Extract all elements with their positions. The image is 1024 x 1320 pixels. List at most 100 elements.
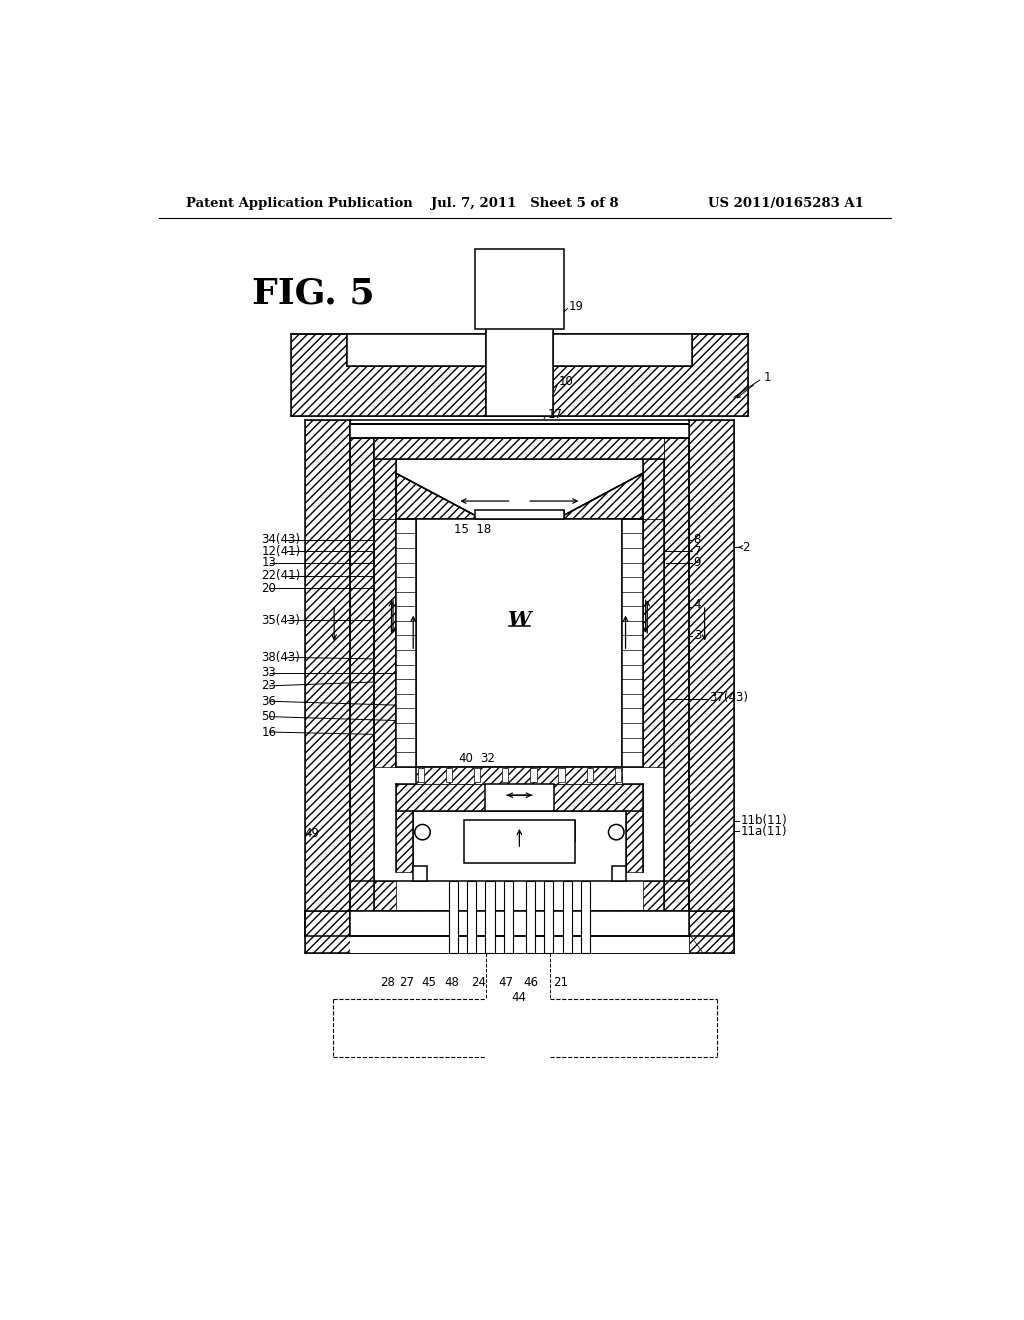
Text: 11a(11): 11a(11) <box>740 825 786 838</box>
Bar <box>474 768 480 781</box>
Bar <box>643 519 665 767</box>
Bar <box>530 768 537 781</box>
Bar <box>525 882 535 953</box>
Text: 48: 48 <box>444 975 460 989</box>
Text: 24: 24 <box>472 975 486 989</box>
Text: 33: 33 <box>261 667 276 680</box>
Polygon shape <box>396 474 481 519</box>
Bar <box>486 275 553 416</box>
Bar <box>349 911 689 953</box>
Bar <box>396 784 643 810</box>
Text: 37(43): 37(43) <box>710 690 749 704</box>
Bar <box>305 911 349 953</box>
Text: 49: 49 <box>305 828 319 841</box>
Bar <box>502 768 508 781</box>
Text: 4: 4 <box>693 598 701 611</box>
Text: 27: 27 <box>399 975 415 989</box>
Bar <box>349 424 375 936</box>
Text: 3: 3 <box>693 630 701 643</box>
Bar <box>485 882 495 953</box>
Bar <box>475 249 563 329</box>
Text: 17: 17 <box>547 408 562 421</box>
Text: 20: 20 <box>261 582 276 594</box>
Bar <box>464 820 575 841</box>
Bar <box>481 474 557 519</box>
Text: 45: 45 <box>421 975 436 989</box>
Text: W: W <box>508 610 531 630</box>
Text: 50: 50 <box>261 710 276 723</box>
Bar <box>417 767 623 784</box>
Bar <box>623 519 643 767</box>
Bar <box>417 519 623 767</box>
Text: 38(43): 38(43) <box>261 651 300 664</box>
Bar <box>349 420 689 936</box>
Text: 12(41): 12(41) <box>261 545 301 557</box>
Bar <box>396 810 414 873</box>
Text: 34(43): 34(43) <box>261 533 300 546</box>
Bar <box>375 438 665 519</box>
Bar <box>544 882 554 953</box>
Bar <box>475 510 563 519</box>
Bar <box>346 334 692 367</box>
Polygon shape <box>557 474 643 519</box>
Text: 28: 28 <box>380 975 395 989</box>
Text: 23: 23 <box>261 680 276 693</box>
Text: 47: 47 <box>498 975 513 989</box>
Bar <box>375 519 396 767</box>
Text: 36: 36 <box>261 694 276 708</box>
Bar <box>291 334 748 416</box>
Text: 13: 13 <box>261 556 276 569</box>
Bar <box>396 474 481 519</box>
Text: 15  18: 15 18 <box>454 523 490 536</box>
Text: 16: 16 <box>261 726 276 739</box>
Text: 35(43): 35(43) <box>261 614 300 627</box>
Bar <box>375 438 665 459</box>
Bar <box>581 882 590 953</box>
Bar <box>414 866 427 882</box>
Text: Patent Application Publication: Patent Application Publication <box>186 197 413 210</box>
Bar <box>484 784 554 810</box>
Bar <box>349 424 689 438</box>
Bar <box>418 768 424 781</box>
Bar <box>643 438 665 519</box>
Bar <box>305 420 349 936</box>
Bar <box>349 911 689 953</box>
Bar <box>557 474 643 519</box>
Text: 8: 8 <box>693 533 701 546</box>
Text: 46: 46 <box>523 975 539 989</box>
Bar <box>563 882 572 953</box>
Circle shape <box>415 825 430 840</box>
Bar <box>375 438 396 519</box>
Text: 1: 1 <box>764 371 771 384</box>
Bar <box>614 768 621 781</box>
Circle shape <box>608 825 624 840</box>
Bar <box>643 882 665 911</box>
Bar <box>346 334 692 367</box>
Bar <box>396 519 417 767</box>
Bar <box>558 768 564 781</box>
Text: US 2011/0165283 A1: US 2011/0165283 A1 <box>709 197 864 210</box>
Text: 11b(11): 11b(11) <box>740 814 787 828</box>
Text: 2: 2 <box>741 541 750 554</box>
Text: 32: 32 <box>480 752 496 766</box>
Bar <box>504 882 513 953</box>
Bar <box>689 911 734 953</box>
Text: 19: 19 <box>569 300 584 313</box>
Bar <box>349 424 689 438</box>
Text: 40: 40 <box>458 752 473 766</box>
Text: 10: 10 <box>559 375 573 388</box>
Bar <box>375 882 396 911</box>
Bar <box>464 820 575 863</box>
Text: Jul. 7, 2011   Sheet 5 of 8: Jul. 7, 2011 Sheet 5 of 8 <box>431 197 618 210</box>
Bar <box>611 866 626 882</box>
Bar <box>587 768 593 781</box>
Bar <box>449 882 458 953</box>
Text: 7: 7 <box>693 545 701 557</box>
Bar <box>665 424 689 936</box>
Bar <box>467 882 476 953</box>
Text: 9: 9 <box>693 556 701 569</box>
Text: 44: 44 <box>512 991 527 1005</box>
Bar <box>626 810 643 873</box>
Text: 21: 21 <box>553 975 568 989</box>
Bar <box>689 420 734 936</box>
